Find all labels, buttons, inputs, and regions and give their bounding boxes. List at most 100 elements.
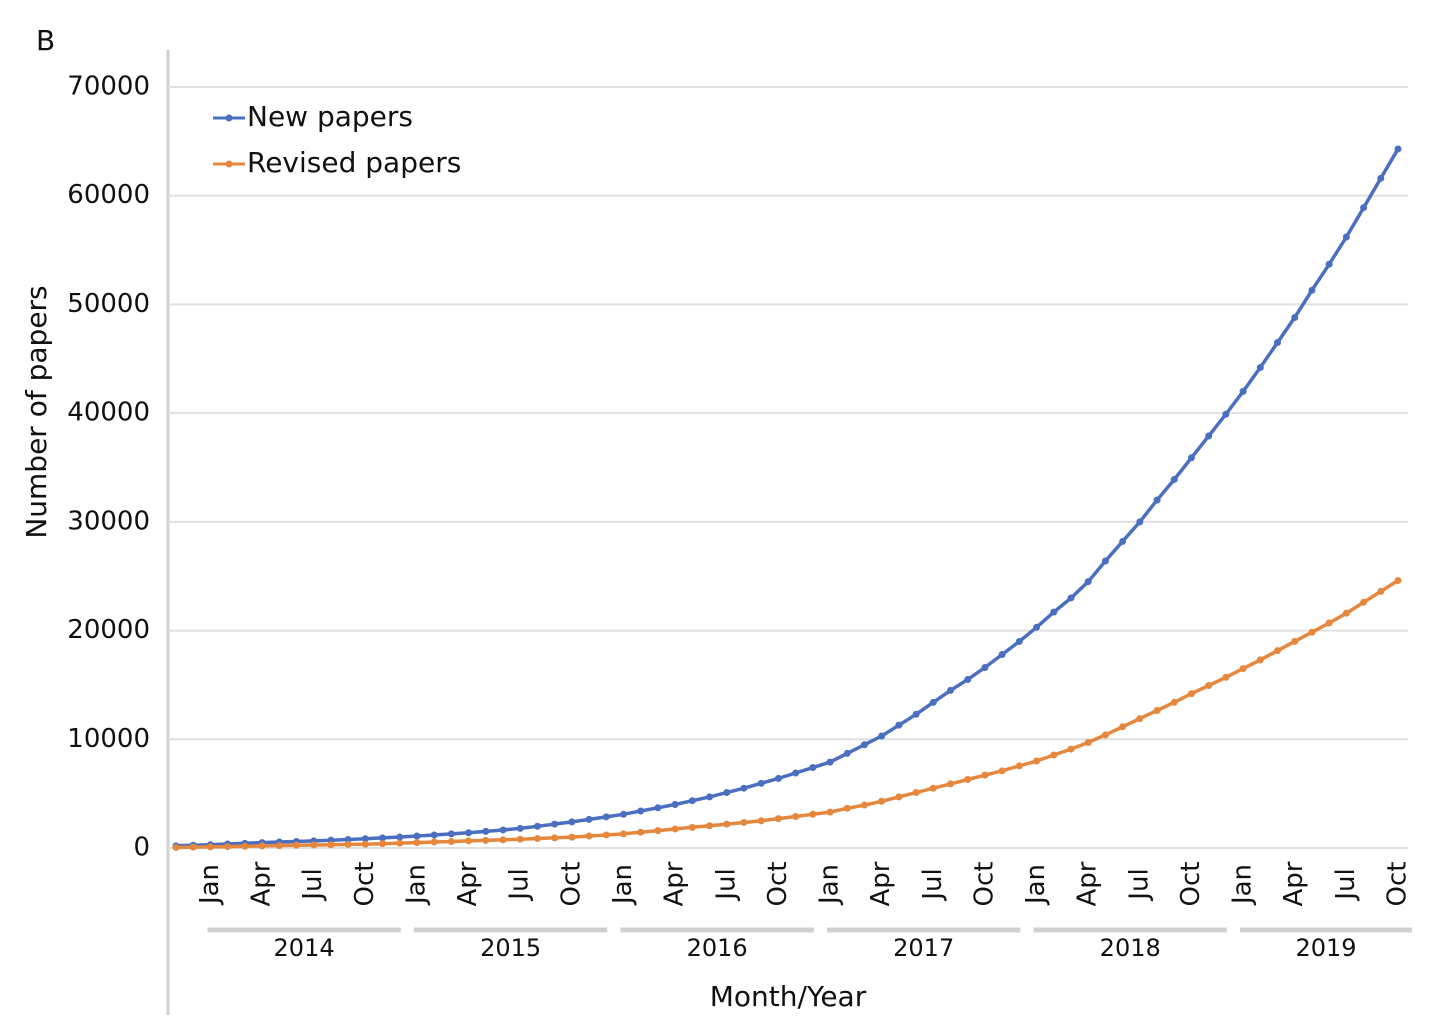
year-label: 2019: [1296, 934, 1357, 962]
point: [1325, 260, 1333, 268]
point: [465, 829, 473, 837]
point: [688, 823, 696, 831]
point: [964, 675, 972, 683]
point: [1187, 454, 1195, 462]
point: [499, 826, 507, 834]
year-label: 2017: [893, 934, 954, 962]
point: [637, 828, 645, 836]
point: [843, 749, 851, 757]
point: [533, 835, 541, 843]
point: [1170, 698, 1178, 706]
point: [1119, 537, 1127, 545]
point: [1050, 608, 1058, 616]
y-tick-label: 70000: [67, 72, 150, 102]
point: [1170, 475, 1178, 483]
point: [361, 835, 369, 843]
point: [706, 793, 714, 801]
point: [430, 831, 438, 839]
point: [1360, 598, 1368, 606]
point: [585, 832, 593, 840]
x-tick-label: Jan: [815, 864, 845, 906]
legend-label: Revised papers: [247, 146, 461, 179]
point: [895, 793, 903, 801]
point: [241, 842, 249, 850]
point: [740, 784, 748, 792]
legend-marker: [225, 160, 233, 168]
point: [706, 822, 714, 830]
point: [568, 833, 576, 841]
point: [619, 830, 627, 838]
legend-marker: [225, 114, 233, 122]
x-tick-label: Apr: [1073, 861, 1103, 906]
x-tick-label: Jul: [1124, 868, 1154, 901]
point: [258, 842, 266, 850]
x-tick-label: Oct: [969, 862, 999, 907]
legend-label: New papers: [247, 100, 413, 133]
point: [912, 710, 920, 718]
x-tick-label: Jan: [1021, 864, 1051, 906]
x-tick-label: Jan: [401, 864, 431, 906]
point: [981, 664, 989, 672]
year-label: 2018: [1100, 934, 1161, 962]
panel-label: B: [36, 24, 55, 57]
point: [723, 789, 731, 797]
point: [482, 827, 490, 835]
point: [482, 836, 490, 844]
point: [1101, 731, 1109, 739]
point: [1239, 387, 1247, 395]
point: [1067, 745, 1075, 753]
point: [1084, 578, 1092, 586]
point: [1256, 363, 1264, 371]
point: [1015, 637, 1023, 645]
point: [551, 834, 559, 842]
point: [826, 808, 834, 816]
x-tick-label: Oct: [556, 862, 586, 907]
point: [654, 804, 662, 812]
point: [189, 843, 197, 851]
point: [602, 813, 610, 821]
year-label: 2014: [274, 934, 335, 962]
point: [981, 771, 989, 779]
y-axis-label: Number of papers: [20, 285, 53, 538]
point: [1377, 174, 1385, 182]
year-label: 2015: [480, 934, 541, 962]
point: [516, 824, 524, 832]
series-line: [175, 579, 1399, 850]
point: [327, 841, 335, 849]
x-tick-label: Apr: [866, 861, 896, 906]
x-tick-label: Jul: [1331, 868, 1361, 901]
x-tick-label: Oct: [350, 862, 380, 907]
year-label: 2016: [687, 934, 748, 962]
x-tick-label: Apr: [1279, 861, 1309, 906]
point: [895, 721, 903, 729]
point: [292, 841, 300, 849]
point: [396, 833, 404, 841]
point: [1015, 762, 1023, 770]
x-tick-label: Oct: [763, 862, 793, 907]
point: [1256, 656, 1264, 664]
point: [947, 780, 955, 788]
point: [310, 841, 318, 849]
point: [1187, 690, 1195, 698]
point: [1308, 286, 1316, 294]
point: [1394, 577, 1402, 585]
x-tick-label: Jul: [711, 868, 741, 901]
point: [568, 818, 576, 826]
x-axis-label: Month/Year: [710, 980, 867, 1013]
point: [998, 767, 1006, 775]
point: [224, 843, 232, 851]
point: [516, 835, 524, 843]
point: [499, 836, 507, 844]
point: [447, 830, 455, 838]
point: [792, 812, 800, 820]
point: [826, 758, 834, 766]
x-tick-label: Jan: [195, 864, 225, 906]
point: [912, 789, 920, 797]
point: [671, 825, 679, 833]
point: [792, 769, 800, 777]
x-tick-label: Jan: [608, 864, 638, 906]
point: [1239, 665, 1247, 673]
point: [1136, 518, 1144, 526]
point: [1325, 619, 1333, 627]
